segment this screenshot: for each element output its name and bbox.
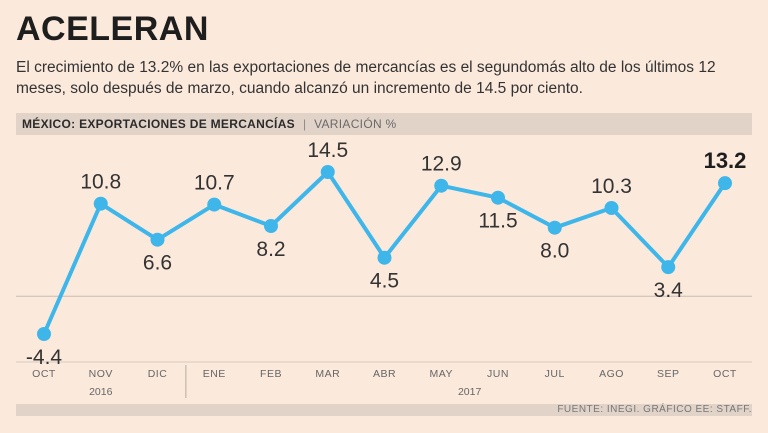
data-label: 3.4 bbox=[654, 279, 684, 302]
x-tick-label: OCT bbox=[32, 368, 56, 380]
data-label: 13.2 bbox=[704, 148, 747, 173]
x-tick-label: JUL bbox=[545, 368, 565, 380]
year-label: 2016 bbox=[89, 386, 113, 398]
x-tick-label: MAR bbox=[315, 368, 340, 380]
x-tick-label: DIC bbox=[148, 368, 168, 380]
data-label: 8.0 bbox=[540, 240, 569, 263]
chart-label-bar: MÉXICO: EXPORTACIONES DE MERCANCÍAS | VA… bbox=[16, 113, 752, 135]
x-tick-label: ENE bbox=[203, 368, 226, 380]
x-tick-label: SEP bbox=[657, 368, 680, 380]
x-tick-label: AGO bbox=[599, 368, 624, 380]
data-point bbox=[150, 232, 165, 247]
source-note: FUENTE: INEGI. GRÁFICO EE: STAFF. bbox=[557, 404, 752, 415]
data-point bbox=[491, 190, 505, 205]
data-label: 12.9 bbox=[421, 153, 462, 176]
data-label: 14.5 bbox=[307, 139, 348, 162]
x-tick-label: OCT bbox=[713, 368, 737, 380]
data-point bbox=[264, 219, 278, 233]
year-label: 2017 bbox=[458, 386, 482, 398]
data-label: 10.3 bbox=[591, 175, 632, 198]
chart-unit-label: VARIACIÓN % bbox=[314, 117, 397, 131]
chart-title: ACELERAN bbox=[16, 10, 209, 48]
data-point bbox=[320, 165, 335, 179]
data-point bbox=[377, 250, 392, 265]
data-point bbox=[604, 201, 619, 215]
footer-bar bbox=[16, 404, 752, 416]
data-point bbox=[661, 260, 676, 275]
chart-subtitle: El crecimiento de 13.2% en las exportaci… bbox=[16, 59, 716, 97]
x-tick-label: JUN bbox=[487, 368, 509, 380]
data-label: 8.2 bbox=[256, 238, 285, 261]
data-point bbox=[207, 197, 222, 212]
x-tick-label: FEB bbox=[260, 368, 282, 380]
data-point bbox=[718, 176, 732, 191]
data-point bbox=[93, 196, 108, 211]
data-point bbox=[434, 178, 449, 193]
data-label: -4.4 bbox=[26, 346, 63, 369]
x-tick-label: MAY bbox=[430, 368, 453, 380]
data-point bbox=[547, 220, 562, 235]
label-separator: | bbox=[302, 117, 307, 131]
data-label: 11.5 bbox=[478, 210, 517, 233]
data-label: 6.6 bbox=[143, 252, 172, 275]
data-label: 10.7 bbox=[194, 172, 235, 195]
x-tick-label: NOV bbox=[89, 368, 113, 380]
data-point bbox=[37, 327, 51, 341]
data-label: 10.8 bbox=[80, 171, 121, 194]
x-tick-label: ABR bbox=[373, 368, 396, 380]
data-label: 4.5 bbox=[370, 270, 399, 293]
chart-series-title: MÉXICO: EXPORTACIONES DE MERCANCÍAS bbox=[22, 117, 295, 131]
